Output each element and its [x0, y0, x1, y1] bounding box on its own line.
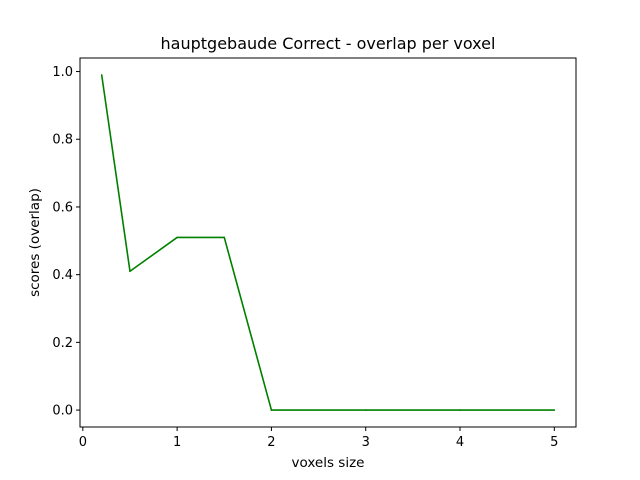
- series-line: [100, 74, 555, 411]
- x-tick-label: 4: [456, 435, 464, 450]
- x-tick-label: 1: [173, 435, 181, 450]
- plot-series: [100, 74, 556, 411]
- y-tick-label: 1.0: [52, 65, 73, 80]
- x-axis-label: voxels size: [292, 455, 365, 471]
- x-tick-label: 0: [79, 435, 87, 450]
- data-point: [364, 409, 367, 411]
- y-tick-label: 0.0: [52, 404, 73, 419]
- y-tick-label: 0.6: [52, 200, 73, 215]
- data-point: [100, 74, 103, 76]
- data-point: [129, 270, 131, 273]
- plot-frame: [79, 57, 577, 428]
- data-point: [223, 236, 226, 239]
- y-tick-label: 0.4: [52, 268, 73, 283]
- data-point: [459, 409, 461, 411]
- y-tick-label: 0.2: [52, 336, 73, 351]
- x-tick-label: 3: [362, 435, 370, 450]
- data-point: [176, 236, 178, 239]
- y-axis-label: scores (overlap): [27, 188, 43, 297]
- plot-area-background: [80, 58, 576, 427]
- x-axis: 0 1 2 3 4 5: [79, 427, 558, 450]
- data-point: [270, 409, 273, 411]
- y-tick-label: 0.8: [52, 133, 73, 148]
- chart-title: hauptgebaude Correct - overlap per voxel: [161, 34, 496, 53]
- data-point: [553, 409, 556, 411]
- x-tick-label: 2: [267, 435, 275, 450]
- x-tick-label: 5: [550, 435, 558, 450]
- y-axis: 0.0 0.2 0.4 0.6 0.8 1.0: [52, 65, 80, 419]
